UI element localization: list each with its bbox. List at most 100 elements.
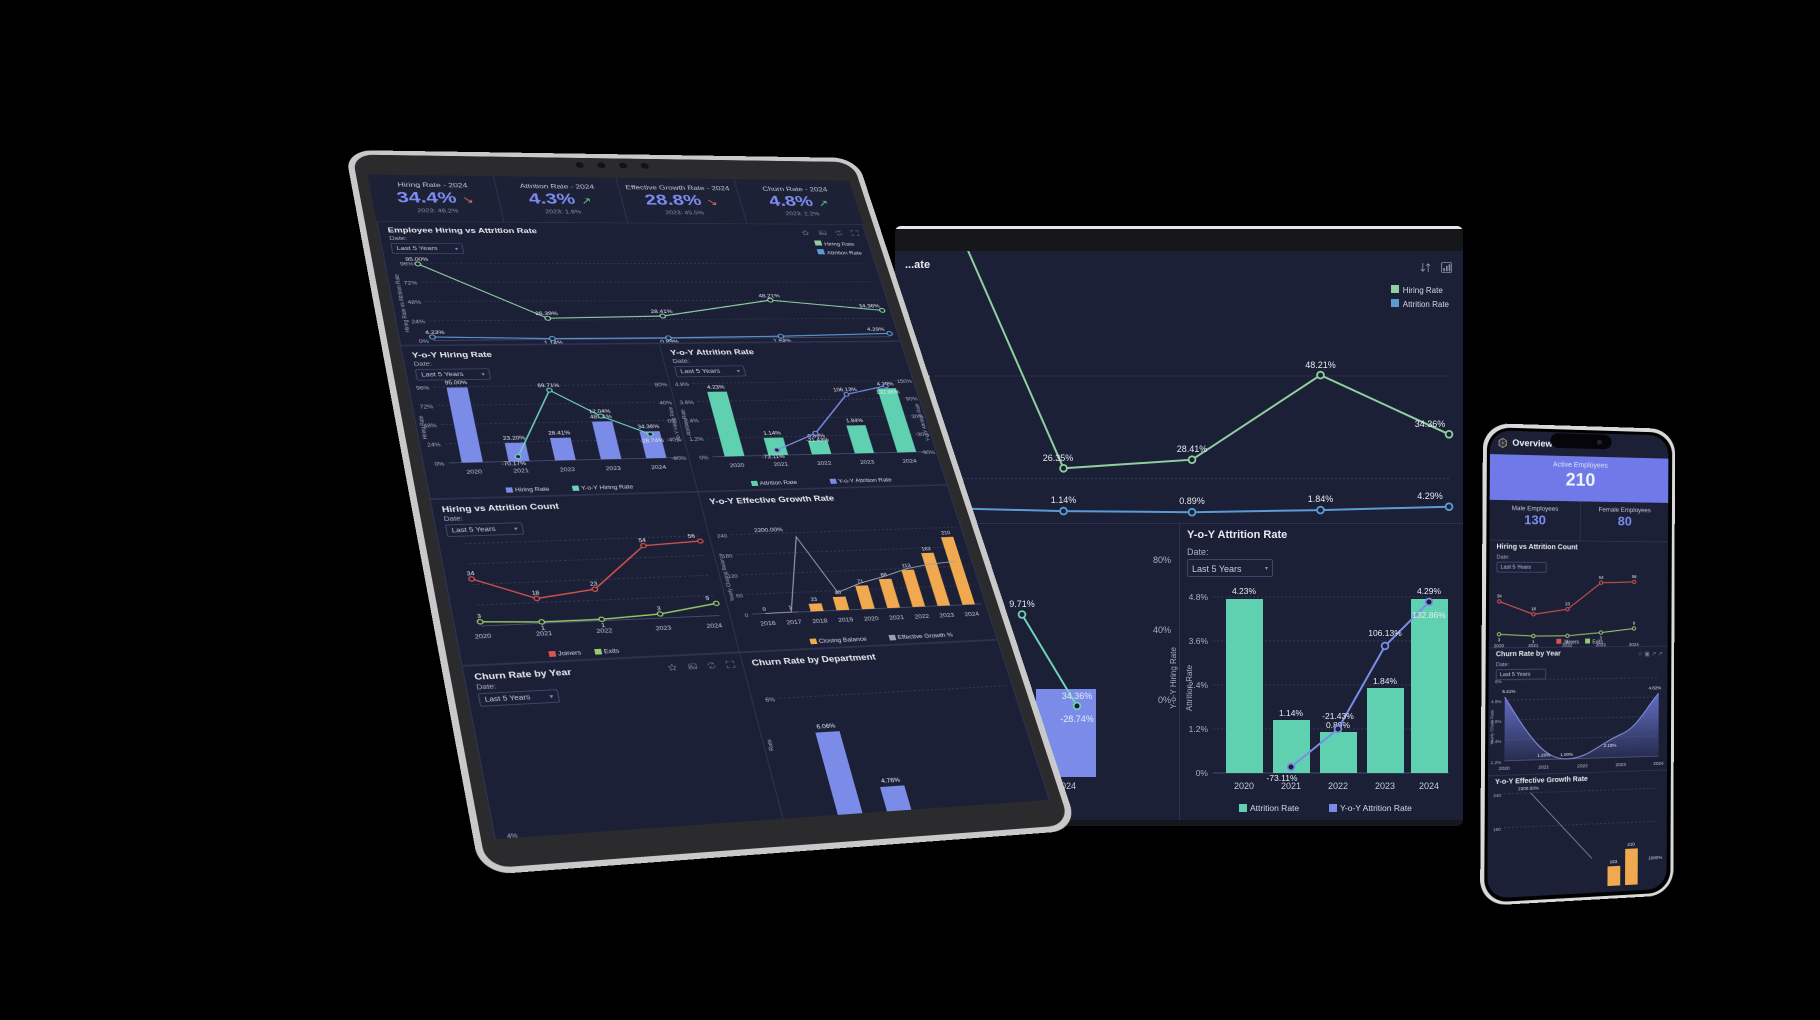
svg-text:106.13%: 106.13%: [833, 388, 858, 393]
svg-text:26.35%: 26.35%: [1043, 453, 1074, 463]
svg-text:40%: 40%: [1153, 625, 1171, 635]
svg-text:4.23%: 4.23%: [1232, 586, 1257, 596]
svg-text:34.36%: 34.36%: [1062, 691, 1093, 701]
svg-text:2023: 2023: [860, 460, 876, 466]
svg-text:72%: 72%: [419, 405, 433, 411]
svg-text:18: 18: [531, 591, 540, 597]
svg-text:0%: 0%: [1196, 768, 1209, 778]
svg-text:24%: 24%: [427, 443, 442, 449]
svg-text:240: 240: [1493, 793, 1501, 798]
svg-text:2022: 2022: [914, 614, 930, 620]
svg-text:1.84%: 1.84%: [845, 419, 864, 425]
svg-text:48.21%: 48.21%: [758, 294, 781, 299]
svg-text:132.86%: 132.86%: [875, 390, 900, 395]
svg-text:6.06%: 6.06%: [816, 723, 837, 730]
svg-text:180: 180: [1493, 827, 1501, 833]
svg-text:Yearly Churn Rate: Yearly Churn Rate: [1490, 709, 1496, 744]
svg-text:2020: 2020: [1499, 766, 1510, 772]
svg-text:1.14%: 1.14%: [763, 431, 782, 437]
svg-text:-28.74%: -28.74%: [1060, 714, 1094, 724]
svg-text:3: 3: [656, 606, 661, 612]
svg-text:Y-o-Y Attrition Rate: Y-o-Y Attrition Rate: [838, 478, 893, 485]
svg-text:1900%: 1900%: [1648, 855, 1662, 861]
svg-text:2023: 2023: [655, 626, 672, 633]
svg-text:0%: 0%: [419, 339, 430, 344]
svg-text:2022: 2022: [559, 467, 576, 473]
svg-text:54: 54: [1599, 575, 1604, 580]
svg-text:80%: 80%: [654, 383, 668, 388]
svg-text:Hiring Rate: Hiring Rate: [514, 487, 550, 494]
svg-text:2020: 2020: [466, 470, 483, 476]
svg-text:Effective Growth %: Effective Growth %: [897, 633, 954, 641]
svg-text:4.82%: 4.82%: [1649, 686, 1662, 691]
svg-text:12.04%: 12.04%: [588, 409, 611, 415]
svg-text:4.23%: 4.23%: [707, 385, 726, 390]
svg-text:0: 0: [762, 607, 767, 613]
svg-text:96%: 96%: [400, 262, 414, 267]
svg-text:-90%: -90%: [921, 450, 937, 456]
svg-text:28.41%: 28.41%: [1177, 444, 1208, 454]
svg-text:2021: 2021: [1538, 765, 1549, 770]
svg-text:18: 18: [1531, 607, 1536, 612]
svg-text:2021: 2021: [536, 631, 553, 638]
svg-text:6%: 6%: [765, 697, 776, 704]
svg-text:34.36%: 34.36%: [858, 304, 880, 309]
svg-text:2020: 2020: [863, 616, 880, 622]
svg-text:48%: 48%: [407, 300, 422, 305]
svg-text:1.84%: 1.84%: [1308, 494, 1334, 504]
svg-text:240: 240: [717, 534, 729, 540]
svg-text:56: 56: [687, 534, 696, 540]
svg-text:9: 9: [705, 596, 710, 602]
svg-text:2024: 2024: [964, 612, 981, 618]
svg-text:2022: 2022: [1577, 764, 1588, 769]
svg-text:3: 3: [477, 614, 482, 620]
svg-text:1.14%: 1.14%: [1051, 495, 1077, 505]
svg-text:23: 23: [1565, 602, 1570, 607]
svg-text:4.8%: 4.8%: [1189, 592, 1209, 602]
svg-text:2200.00%: 2200.00%: [1518, 786, 1539, 792]
svg-text:9.71%: 9.71%: [1009, 599, 1035, 609]
svg-text:2019: 2019: [838, 617, 855, 623]
svg-text:210: 210: [941, 531, 952, 537]
svg-text:2022: 2022: [817, 461, 833, 467]
svg-text:4.8%: 4.8%: [674, 382, 690, 387]
svg-text:2021: 2021: [889, 615, 905, 621]
svg-text:2023: 2023: [1375, 781, 1395, 791]
svg-text:90%: 90%: [905, 397, 919, 402]
svg-text:95.00%: 95.00%: [405, 258, 429, 263]
svg-text:0: 0: [744, 613, 749, 619]
svg-text:163: 163: [921, 546, 932, 552]
svg-text:2020: 2020: [474, 634, 492, 641]
svg-text:23: 23: [589, 582, 598, 588]
svg-text:2021: 2021: [1281, 781, 1301, 791]
svg-text:4.29%: 4.29%: [1417, 491, 1443, 501]
svg-text:163: 163: [1610, 860, 1618, 865]
svg-text:1.2%: 1.2%: [1189, 724, 1209, 734]
svg-text:Attrition Rate: Attrition Rate: [1250, 803, 1299, 813]
svg-text:0.89%: 0.89%: [1179, 496, 1205, 506]
svg-text:106.13%: 106.13%: [1368, 628, 1402, 638]
svg-text:60: 60: [736, 593, 744, 599]
svg-text:132.86%: 132.86%: [1412, 610, 1446, 620]
svg-text:2022: 2022: [596, 628, 613, 635]
svg-text:2020: 2020: [729, 463, 745, 469]
svg-text:Joiners: Joiners: [558, 650, 582, 657]
svg-text:80%: 80%: [1153, 555, 1171, 565]
svg-text:34.36%: 34.36%: [637, 424, 660, 430]
svg-text:Y-o-Y Hiring Rate: Y-o-Y Hiring Rate: [1169, 647, 1178, 709]
svg-text:2021: 2021: [773, 462, 789, 468]
svg-text:3.6%: 3.6%: [679, 401, 695, 407]
svg-text:2024: 2024: [651, 465, 668, 471]
svg-text:1.14%: 1.14%: [1279, 708, 1304, 718]
svg-text:3.6%: 3.6%: [1189, 636, 1209, 646]
svg-text:4%: 4%: [506, 833, 518, 839]
svg-text:34.36%: 34.36%: [1415, 419, 1446, 429]
svg-text:56: 56: [1632, 575, 1637, 580]
svg-text:2024: 2024: [902, 459, 919, 465]
svg-text:23.20%: 23.20%: [502, 436, 526, 442]
svg-text:9: 9: [1633, 621, 1636, 626]
svg-text:6%: 6%: [1495, 680, 1502, 685]
svg-text:1.26%: 1.26%: [1537, 753, 1550, 759]
svg-text:-21.43%: -21.43%: [805, 438, 829, 444]
svg-text:2024: 2024: [706, 623, 724, 630]
